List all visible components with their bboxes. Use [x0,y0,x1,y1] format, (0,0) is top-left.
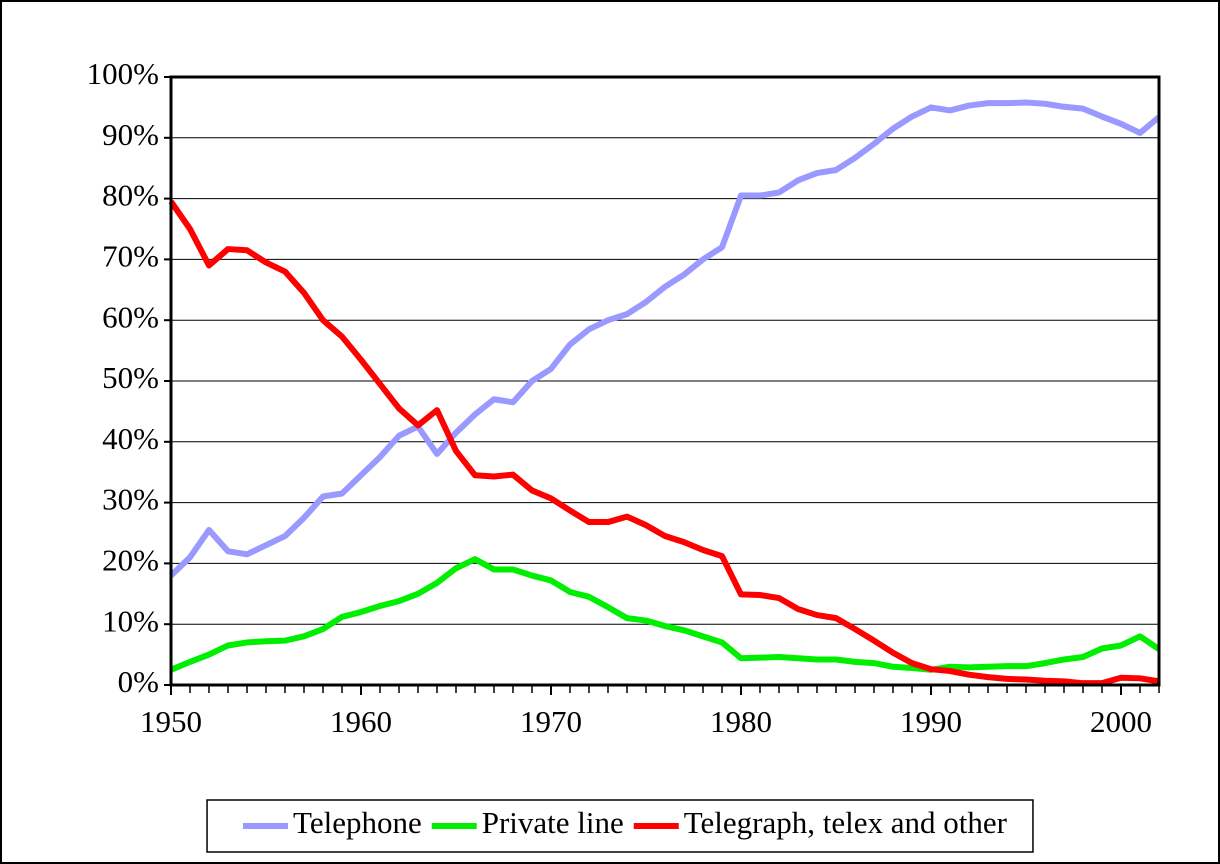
legend-label: Telephone [293,805,422,840]
y-tick-label: 60% [102,299,159,334]
y-tick-label: 30% [102,482,159,517]
legend-box [206,799,1034,853]
y-tick-label: 40% [102,421,159,456]
data-line [169,556,1161,673]
plot-border [169,75,1161,687]
x-tick-label: 1990 [900,704,962,739]
legend-label: Private line [482,805,624,840]
y-tick-label: 0% [118,664,159,699]
x-tick-label: 1970 [520,704,582,739]
y-tick-label: 100% [87,56,159,91]
x-tick-label: 2000 [1090,704,1152,739]
legend-label: Telegraph, telex and other [684,805,1008,840]
y-tick-label: 90% [102,117,159,152]
y-tick-label: 20% [102,543,159,578]
data-line [168,199,1160,687]
x-tick-label: 1950 [140,704,202,739]
y-tick-label: 10% [102,603,159,638]
x-tick-label: 1980 [710,704,772,739]
x-tick-label: 1960 [330,704,392,739]
data-line [168,99,1161,578]
y-tick-label: 80% [102,178,159,213]
y-tick-label: 50% [102,360,159,395]
y-tick-label: 70% [102,239,159,274]
